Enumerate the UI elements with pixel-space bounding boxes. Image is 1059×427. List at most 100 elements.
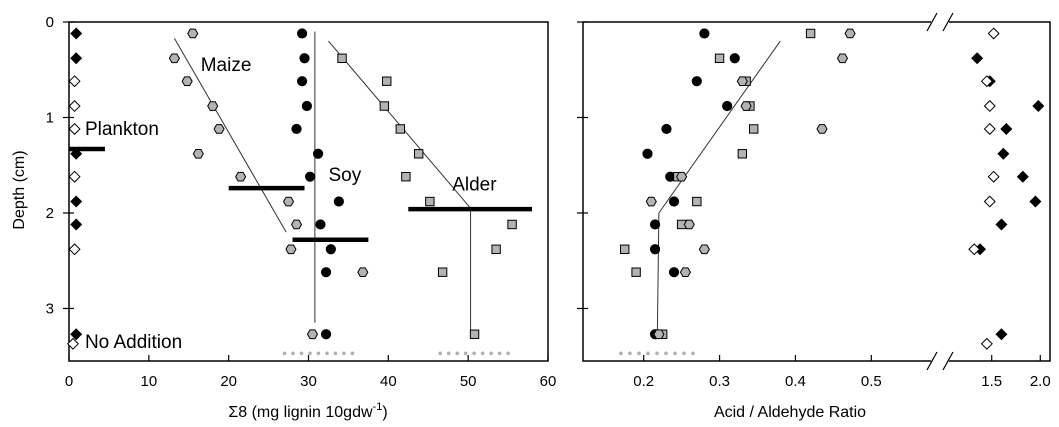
left-x-tick-label: 0 (65, 373, 73, 390)
left-point-circle-black (325, 244, 336, 255)
left-point-circle-black (333, 196, 344, 207)
right-point-diamond-black (971, 52, 984, 65)
axis-break-mark (942, 351, 954, 371)
left-dotted-marker (489, 351, 493, 356)
left-chart: Depth (cm) Σ8 (mg lignin 10gdw-1) 0 10 20 3… (11, 14, 556, 421)
right-point-diamond-black (1032, 100, 1045, 113)
left-point-hexagon-gray (207, 101, 219, 111)
left-point-hexagon-gray (168, 53, 180, 64)
left-point-diamond-white (68, 122, 81, 135)
left-point-circle-black (291, 123, 302, 135)
left-dotted-marker (438, 351, 443, 356)
left-point-circle-black (299, 53, 310, 64)
left-annotation: Maize (201, 55, 252, 76)
left-dotted-marker (316, 351, 321, 356)
right-point-circle-black (722, 100, 733, 112)
axis-break-mark (926, 12, 938, 32)
left-point-square-gray (437, 267, 448, 277)
left-point-circle-black (304, 171, 316, 182)
right-x-tick-label: 0.3 (709, 373, 730, 390)
right-point-hexagon-gray (844, 28, 856, 39)
left-point-hexagon-gray (290, 219, 303, 230)
left-x-axis-label-superscript: -1 (373, 401, 383, 413)
left-point-circle-black (297, 28, 308, 39)
right-point-square-gray (631, 267, 641, 277)
left-point-hexagon-gray (192, 148, 204, 159)
right-trend-line (658, 40, 781, 214)
left-dotted-marker (497, 351, 502, 356)
left-point-square-gray (469, 329, 480, 339)
right-point-circle-black (668, 196, 680, 207)
right-point-diamond-white (980, 337, 993, 350)
right-point-square-gray (692, 196, 702, 207)
left-dotted-marker (506, 351, 510, 356)
right-x-tick-label: 0.2 (633, 373, 654, 390)
right-point-square-gray (749, 124, 759, 134)
right-point-diamond-white (983, 122, 996, 135)
right-dotted-marker (646, 351, 650, 356)
right-point-diamond-black (1016, 170, 1029, 183)
right-point-diamond-white (983, 100, 996, 113)
right-point-circle-black (661, 123, 672, 135)
left-point-hexagon-gray (181, 76, 193, 87)
right-dotted-marker (673, 351, 677, 356)
left-point-square-gray (395, 124, 406, 134)
left-point-circle-black (312, 148, 324, 159)
left-dotted-marker (333, 351, 338, 356)
left-point-square-gray (425, 196, 435, 207)
left-point-diamond-black (70, 27, 83, 40)
left-point-hexagon-gray (187, 28, 199, 39)
axis-break-gap (931, 19, 949, 25)
right-dotted-marker (691, 351, 695, 356)
right-point-diamond-black (997, 147, 1010, 160)
right-point-circle-black (668, 267, 680, 278)
left-annotation: Soy (328, 165, 361, 186)
left-dotted-marker (308, 351, 312, 356)
left-point-diamond-black (70, 52, 83, 65)
right-dotted-marker (655, 351, 659, 356)
right-point-hexagon-gray (736, 76, 748, 87)
right-point-diamond-white (980, 75, 993, 88)
left-dotted-marker (472, 351, 476, 356)
axis-break-mark (926, 351, 938, 371)
left-y-axis-label: Depth (cm) (11, 150, 28, 229)
left-point-diamond-white (68, 243, 81, 256)
right-point-hexagon-gray (653, 329, 665, 340)
left-y-tick-label: 3 (46, 300, 54, 317)
right-x-tick-label: 1.5 (981, 373, 1002, 390)
right-point-square-gray (805, 28, 816, 39)
right-x-tick-label: 0.4 (785, 373, 806, 390)
left-point-hexagon-gray (282, 196, 295, 207)
right-point-circle-black (729, 53, 740, 64)
right-point-diamond-black (1000, 122, 1013, 135)
left-point-square-gray (382, 76, 392, 86)
left-point-diamond-black (70, 147, 83, 160)
left-x-tick-label: 60 (540, 373, 557, 390)
left-point-diamond-white (68, 100, 81, 113)
right-point-hexagon-gray (645, 196, 657, 207)
right-dotted-marker (619, 351, 623, 356)
axis-break-gap (931, 358, 949, 364)
left-point-diamond-white (66, 337, 79, 350)
right-point-diamond-white (983, 195, 996, 208)
right-point-diamond-white (968, 243, 981, 256)
right-dotted-marker (664, 351, 668, 356)
left-dotted-marker (463, 351, 468, 356)
left-annotation: Plankton (85, 119, 159, 140)
right-point-diamond-white (987, 170, 1000, 183)
left-point-circle-black (320, 329, 332, 340)
left-point-diamond-black (70, 218, 83, 231)
right-point-circle-black (699, 28, 710, 39)
left-point-diamond-white (68, 170, 81, 183)
right-point-circle-black (691, 76, 702, 87)
left-point-diamond-black (70, 328, 83, 341)
right-chart: Acid / Aldehyde Ratio 0.2 0.3 0.4 0.5 1.5 2.0 (577, 12, 1051, 421)
left-x-tick-label: 30 (300, 373, 317, 390)
left-dotted-marker (299, 351, 304, 356)
left-point-square-gray (491, 244, 501, 254)
right-point-circle-black (642, 148, 653, 159)
left-x-tick-label: 10 (140, 373, 157, 390)
left-point-hexagon-gray (213, 124, 225, 134)
right-point-diamond-black (1029, 195, 1042, 208)
right-point-circle-black (649, 219, 661, 230)
